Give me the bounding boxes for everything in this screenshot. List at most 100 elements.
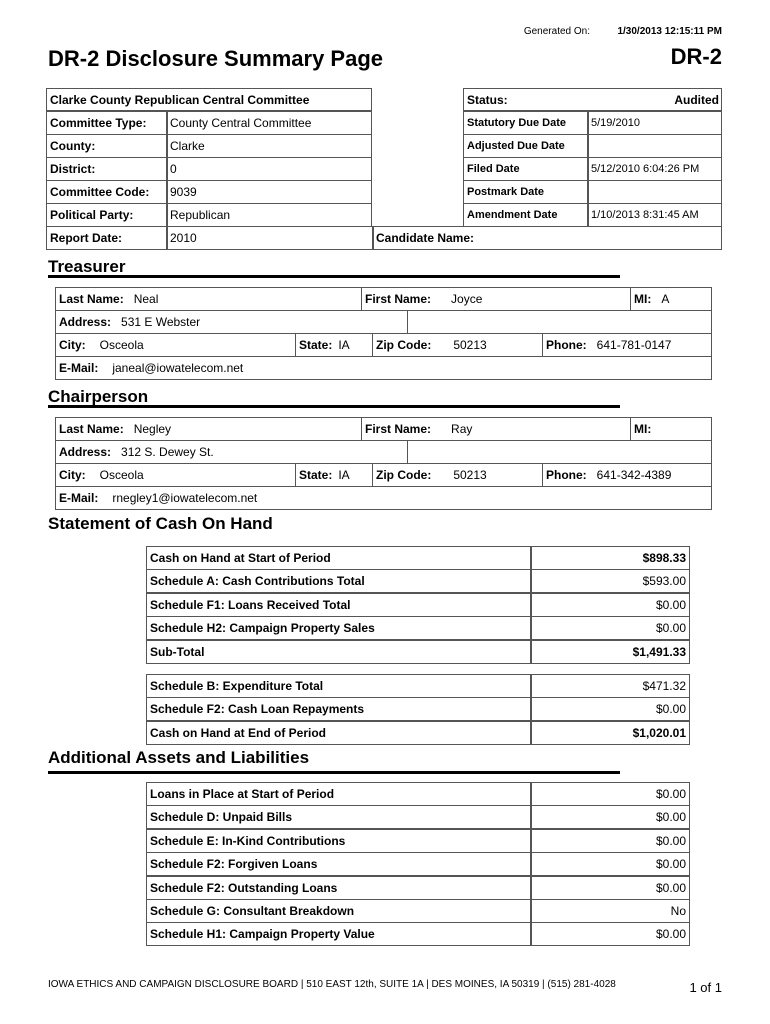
last-name-label: Last Name: (59, 292, 124, 306)
table-row-label: Schedule F1: Loans Received Total (146, 592, 532, 617)
row-label-text: Cash on Hand at Start of Period (150, 551, 331, 565)
field-label: Committee Code: (46, 180, 168, 204)
city-label: City: (59, 468, 86, 482)
date-value (587, 134, 722, 158)
row-label-text: Schedule F2: Cash Loan Repayments (150, 702, 365, 717)
address-label: Address: (59, 445, 112, 459)
table-row-label: Schedule G: Consultant Breakdown (146, 899, 532, 923)
row-label-text: Schedule B: Expenditure Total (150, 679, 324, 693)
email-value: janeal@iowatelecom.net (112, 361, 244, 375)
field-value-text: 0 (170, 162, 177, 176)
field-label-text: Committee Code: (50, 185, 150, 199)
last-name-value: Neal (133, 292, 159, 306)
field-label-text: County: (50, 139, 96, 153)
last-name-value: Negley (133, 422, 172, 436)
heading-underline (48, 405, 620, 408)
field-value: 9039 (166, 180, 372, 204)
candidate-label: Candidate Name: (376, 231, 475, 245)
address: Address: 312 S. Dewey St. (55, 440, 408, 464)
row-label-text: Schedule A: Cash Contributions Total (150, 574, 365, 589)
date-value (587, 180, 722, 204)
field-value-text: 9039 (170, 185, 197, 199)
city: City: Osceola (55, 463, 296, 487)
row-value-text: $0.00 (655, 857, 686, 872)
phone-value: 641-781-0147 (596, 338, 672, 352)
table-row-value: $0.00 (530, 852, 690, 877)
chairperson-heading: Chairperson (48, 387, 149, 406)
table-row-label: Schedule F2: Outstanding Loans (146, 875, 532, 900)
zip-code: Zip Code: 50213 (372, 333, 543, 357)
phone-value: 641-342-4389 (596, 468, 672, 482)
heading-underline (48, 275, 620, 278)
field-label: County: (46, 134, 168, 158)
row-label-text: Schedule H2: Campaign Property Sales (150, 621, 375, 636)
row-value-text: $471.32 (642, 679, 686, 693)
state: State: IA (295, 463, 373, 487)
last-name: Last Name: Negley (55, 417, 362, 441)
date-label-text: Filed Date (467, 163, 520, 175)
zip-code: Zip Code: 50213 (372, 463, 543, 487)
table-row-value: $0.00 (530, 805, 690, 830)
date-label-text: Amendment Date (467, 209, 558, 221)
date-value: 5/19/2010 (587, 111, 722, 135)
table-row-label: Schedule H1: Campaign Property Value (146, 922, 532, 947)
field-value-text: Clarke (170, 139, 205, 153)
table-row-label: Schedule F2: Forgiven Loans (146, 852, 532, 877)
status-row: Status: Audited (463, 88, 722, 111)
mi-label: MI: (634, 292, 652, 306)
date-value-text: 1/10/2013 8:31:45 AM (591, 209, 699, 221)
state-value: IA (338, 338, 350, 352)
last-name: Last Name: Neal (55, 287, 362, 311)
table-row-label: Schedule B: Expenditure Total (146, 674, 532, 698)
table-row-value: $471.32 (530, 674, 690, 698)
report-date-label: Report Date: (46, 226, 168, 250)
zip-label: Zip Code: (376, 468, 432, 482)
phone-label: Phone: (546, 338, 587, 352)
row-label-text: Sub-Total (150, 644, 205, 659)
field-label: District: (46, 157, 168, 181)
field-label: Political Party: (46, 203, 168, 227)
email: E-Mail: janeal@iowatelecom.net (55, 356, 712, 380)
assets-heading: Additional Assets and Liabilities (48, 748, 310, 767)
page-title: DR-2 Disclosure Summary Page (48, 46, 384, 71)
date-label-text: Statutory Due Date (467, 117, 567, 129)
generated-value: 1/30/2013 12:15:11 PM (617, 26, 722, 37)
row-value-text: $0.00 (655, 833, 686, 848)
status-value: Audited (674, 92, 719, 107)
date-value-text: 5/19/2010 (591, 117, 640, 129)
row-value-text: $0.00 (655, 880, 686, 895)
row-value-text: $593.00 (642, 574, 686, 589)
table-row-value: $0.00 (530, 592, 690, 617)
state: State: IA (295, 333, 373, 357)
field-value-text: Republican (170, 208, 231, 222)
table-row-label: Schedule F2: Cash Loan Repayments (146, 697, 532, 722)
table-row-value: $1,491.33 (530, 639, 690, 664)
table-row-value: $0.00 (530, 922, 690, 947)
field-label-text: District: (50, 162, 96, 176)
first-name-label: First Name: (365, 422, 432, 436)
row-value-text: $1,020.01 (632, 725, 686, 740)
field-value: County Central Committee (166, 111, 372, 135)
table-row-label: Schedule H2: Campaign Property Sales (146, 616, 532, 641)
mi: MI: A (630, 287, 712, 311)
mi: MI: (630, 417, 712, 441)
phone-label: Phone: (546, 468, 587, 482)
date-label-text: Postmark Date (467, 186, 545, 198)
candidate-name: Candidate Name: (372, 226, 722, 250)
city-value: Osceola (99, 338, 144, 352)
table-row-value: No (530, 899, 690, 923)
cash-heading: Statement of Cash On Hand (48, 514, 273, 533)
row-label-text: Schedule F2: Forgiven Loans (150, 857, 318, 872)
report-date-text: 2010 (170, 231, 197, 245)
committee-name: Clarke County Republican Central Committ… (46, 88, 372, 111)
row-value-text: $0.00 (655, 927, 686, 942)
zip-value: 50213 (453, 338, 487, 352)
state-label: State: (299, 338, 333, 352)
row-value-text: $0.00 (655, 810, 686, 825)
first-name-value: Ray (451, 422, 473, 436)
field-value-text: County Central Committee (170, 116, 312, 130)
table-row-label: Schedule A: Cash Contributions Total (146, 569, 532, 594)
mi-label: MI: (634, 422, 652, 436)
row-value-text: $0.00 (655, 702, 686, 717)
table-row-value: $0.00 (530, 697, 690, 722)
